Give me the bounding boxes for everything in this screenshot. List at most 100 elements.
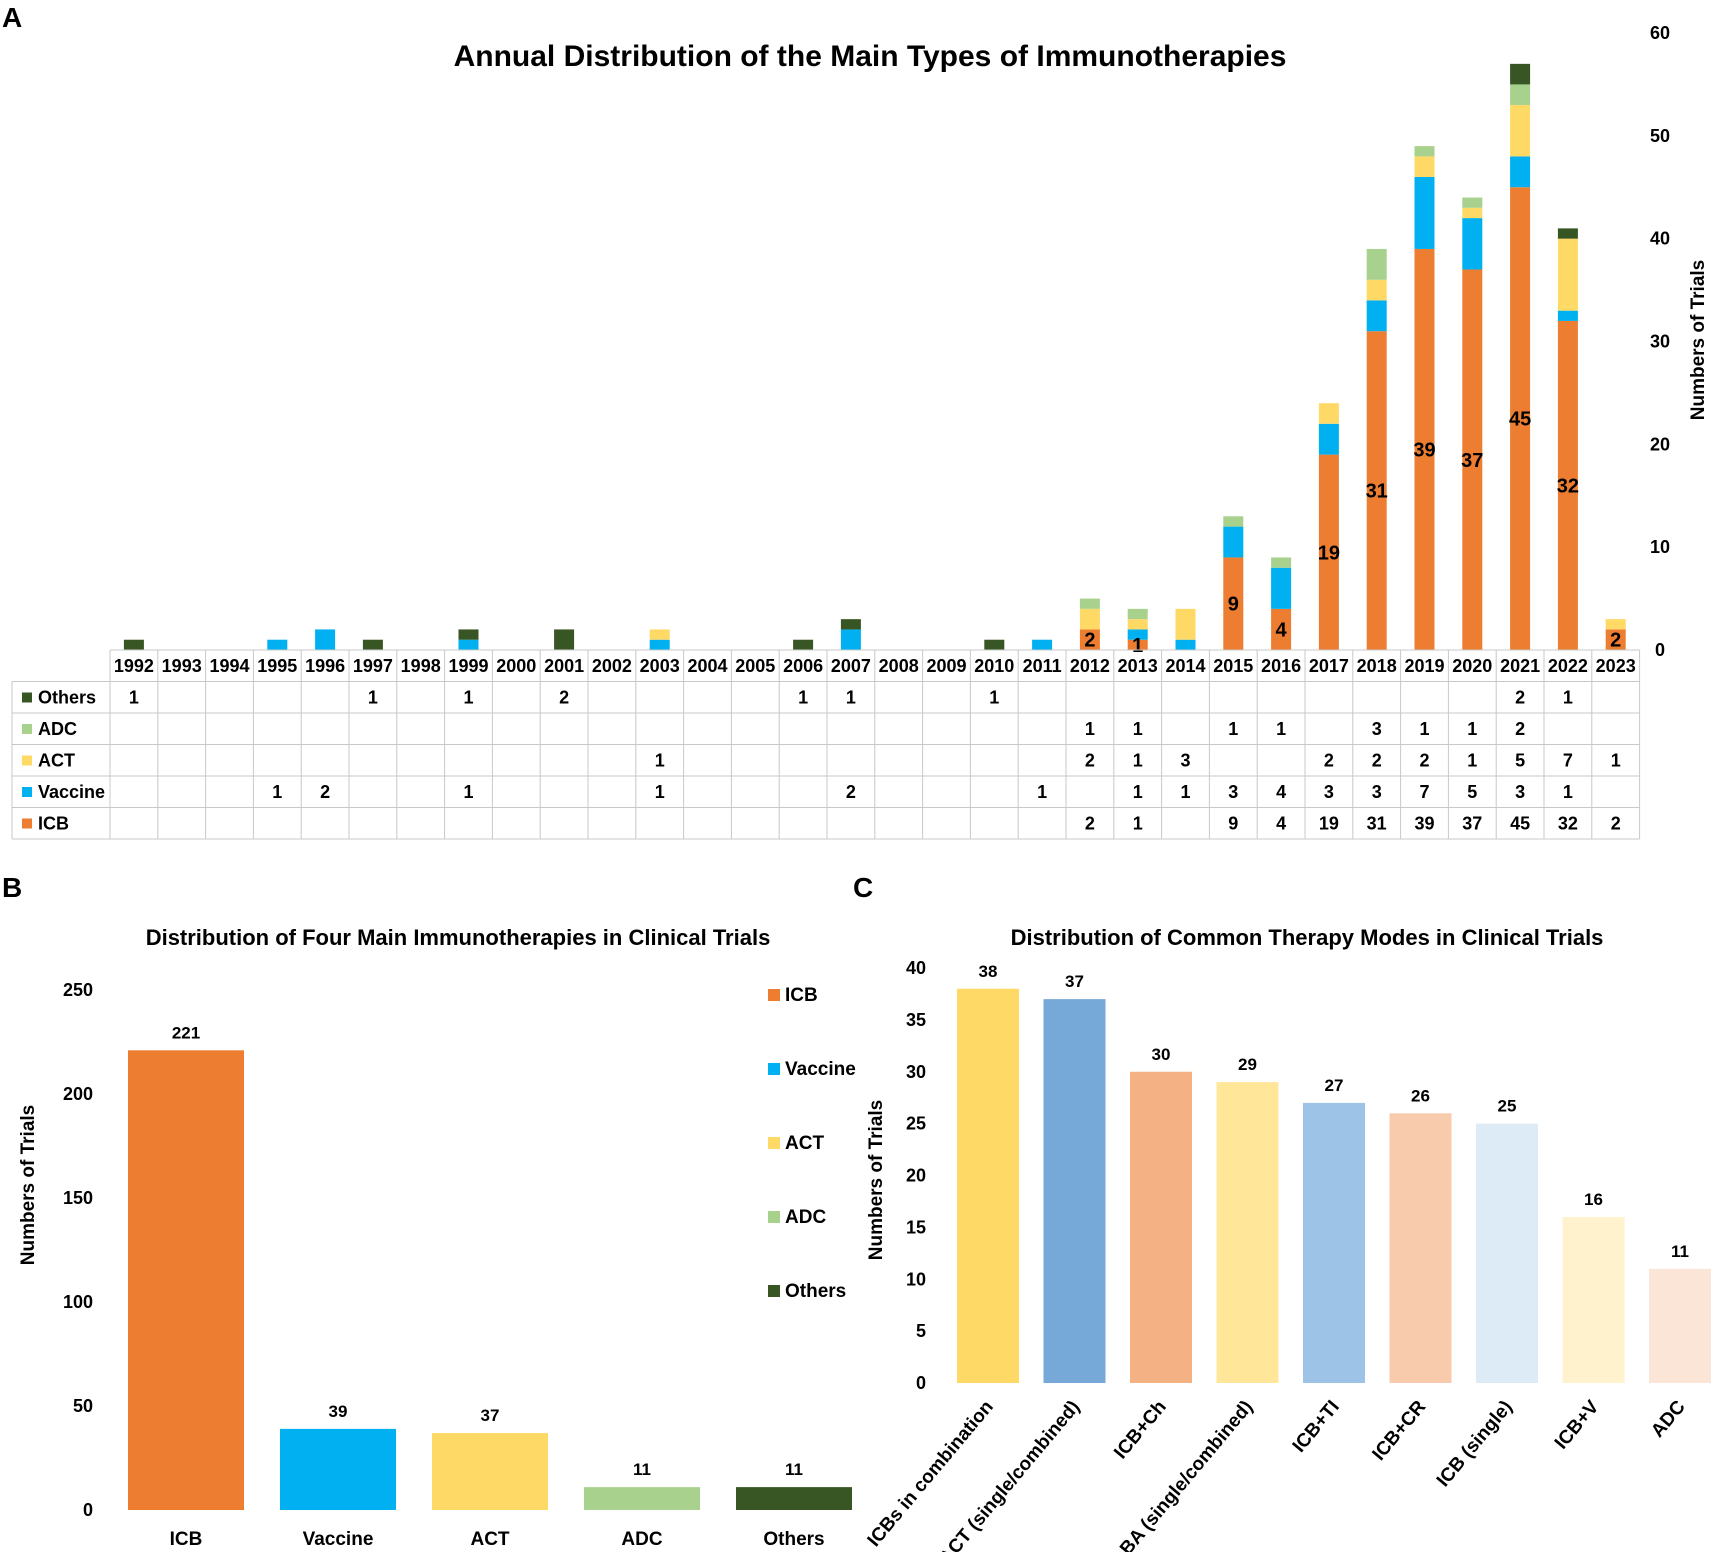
panel-c-ylabel: Numbers of Trials xyxy=(866,1100,887,1261)
bar-adc-2020 xyxy=(1462,197,1483,208)
table-cell: 2 xyxy=(1324,751,1334,771)
legend-label-adc: ADC xyxy=(785,1207,826,1228)
bar-icb-cr xyxy=(1389,1113,1452,1383)
bar-vaccine-2022 xyxy=(1557,310,1578,321)
category-label-icb-ch: ICB+Ch xyxy=(1110,1397,1171,1463)
table-cell: 32 xyxy=(1558,814,1578,834)
bar-icb-2012 xyxy=(1079,629,1100,650)
bar-act-2013 xyxy=(1127,619,1148,630)
bar-others-1999 xyxy=(458,629,479,640)
panel-c-ytick: 5 xyxy=(916,1321,926,1341)
bar-icb-2016 xyxy=(1271,608,1292,650)
category-label-icb-v: ICB+V xyxy=(1551,1396,1604,1453)
year-label-1996: 1996 xyxy=(305,656,345,676)
table-cell: 1 xyxy=(463,782,473,802)
year-label-2008: 2008 xyxy=(879,656,919,676)
year-label-2020: 2020 xyxy=(1452,656,1492,676)
data-label-ba-single-combined: 29 xyxy=(1238,1055,1257,1074)
bar-adc-2021 xyxy=(1510,84,1531,105)
bar-icb-2022 xyxy=(1557,320,1578,650)
bar-adc xyxy=(1649,1268,1711,1383)
bar-icb-2018 xyxy=(1366,331,1387,650)
panel-b-letter: B xyxy=(2,872,22,903)
panel-c-title: Distribution of Common Therapy Modes in … xyxy=(1011,925,1604,950)
category-label-others: Others xyxy=(763,1529,824,1550)
panel-b-ytick: 0 xyxy=(83,1500,93,1520)
table-cell: 31 xyxy=(1367,814,1387,834)
year-label-2023: 2023 xyxy=(1596,656,1636,676)
icb-segment-label: 1 xyxy=(1132,635,1143,657)
bar-act-2017 xyxy=(1318,403,1339,424)
panel-a-ytick: 30 xyxy=(1650,332,1670,352)
icb-segment-label: 31 xyxy=(1366,481,1388,503)
table-cell: 3 xyxy=(1372,782,1382,802)
panel-c-letter: C xyxy=(853,872,873,903)
panel-b-ytick: 150 xyxy=(63,1188,93,1208)
data-label-adc: 11 xyxy=(633,1460,651,1479)
bar-adc-2012 xyxy=(1079,598,1100,609)
year-label-2019: 2019 xyxy=(1404,656,1444,676)
bar-others xyxy=(736,1487,852,1510)
table-cell: 45 xyxy=(1510,814,1530,834)
panel-c-ytick: 40 xyxy=(906,958,926,978)
table-cell: 4 xyxy=(1276,814,1286,834)
table-cell: 5 xyxy=(1515,751,1525,771)
bar-icb-2017 xyxy=(1318,454,1339,650)
bar-others-2001 xyxy=(554,629,575,650)
bar-icb-2020 xyxy=(1462,269,1483,650)
bar-icb-2015 xyxy=(1223,557,1244,650)
table-cell: 1 xyxy=(463,688,473,708)
bar-vaccine-1996 xyxy=(315,629,336,650)
table-cell: 2 xyxy=(1085,814,1095,834)
data-label-icb-ti: 27 xyxy=(1325,1076,1344,1095)
table-cell: 2 xyxy=(1515,688,1525,708)
panel-c-ytick: 25 xyxy=(906,1114,926,1134)
table-cell: 1 xyxy=(655,751,665,771)
panel-b-ytick: 50 xyxy=(73,1396,93,1416)
data-label-others: 11 xyxy=(785,1460,803,1479)
year-label-2016: 2016 xyxy=(1261,656,1301,676)
bar-act-2014 xyxy=(1175,608,1196,640)
year-label-2006: 2006 xyxy=(783,656,823,676)
bar-vaccine-2019 xyxy=(1414,176,1435,249)
legend-swatch-others xyxy=(768,1285,780,1297)
table-cell: 1 xyxy=(1228,719,1238,739)
year-label-2009: 2009 xyxy=(926,656,966,676)
bar-others-2021 xyxy=(1510,63,1531,85)
table-cell: 2 xyxy=(1372,751,1382,771)
category-label-icb-ti: ICB+TI xyxy=(1289,1397,1344,1457)
year-label-2000: 2000 xyxy=(496,656,536,676)
bar-icbs-in-combination xyxy=(957,988,1019,1383)
year-label-2013: 2013 xyxy=(1118,656,1158,676)
year-label-2012: 2012 xyxy=(1070,656,1110,676)
year-label-1998: 1998 xyxy=(401,656,441,676)
bar-icb-2013 xyxy=(1127,639,1148,650)
table-cell: 1 xyxy=(1133,814,1143,834)
table-cell: 1 xyxy=(1563,782,1573,802)
data-label-icb-ch: 30 xyxy=(1152,1045,1171,1064)
legend-label-vaccine: Vaccine xyxy=(785,1059,856,1080)
bar-act-2021 xyxy=(1510,104,1531,157)
bar-vaccine-2003 xyxy=(649,639,670,650)
table-cell: 7 xyxy=(1419,782,1429,802)
bar-others-2007 xyxy=(840,619,861,630)
table-cell: 3 xyxy=(1180,751,1190,771)
legend-swatch-vaccine xyxy=(768,1063,780,1075)
table-cell: 1 xyxy=(1467,719,1477,739)
table-cell: 2 xyxy=(1611,814,1621,834)
bar-act-2019 xyxy=(1414,156,1435,177)
table-cell: 1 xyxy=(1037,782,1047,802)
category-label-adc: ADC xyxy=(1647,1397,1690,1442)
category-label-icb-single: ICB (single) xyxy=(1433,1397,1517,1491)
category-label-act-single-combined: ACT (single/combined) xyxy=(935,1397,1084,1552)
year-label-2018: 2018 xyxy=(1357,656,1397,676)
panel-a-ylabel: Numbers of Trials xyxy=(1688,260,1709,421)
bar-others-1997 xyxy=(362,639,383,650)
bar-act-2018 xyxy=(1366,279,1387,301)
table-cell: 2 xyxy=(559,688,569,708)
bar-adc-2018 xyxy=(1366,248,1387,280)
table-cell: 1 xyxy=(1133,782,1143,802)
legend-swatch-vaccine xyxy=(22,787,32,797)
year-label-2021: 2021 xyxy=(1500,656,1540,676)
